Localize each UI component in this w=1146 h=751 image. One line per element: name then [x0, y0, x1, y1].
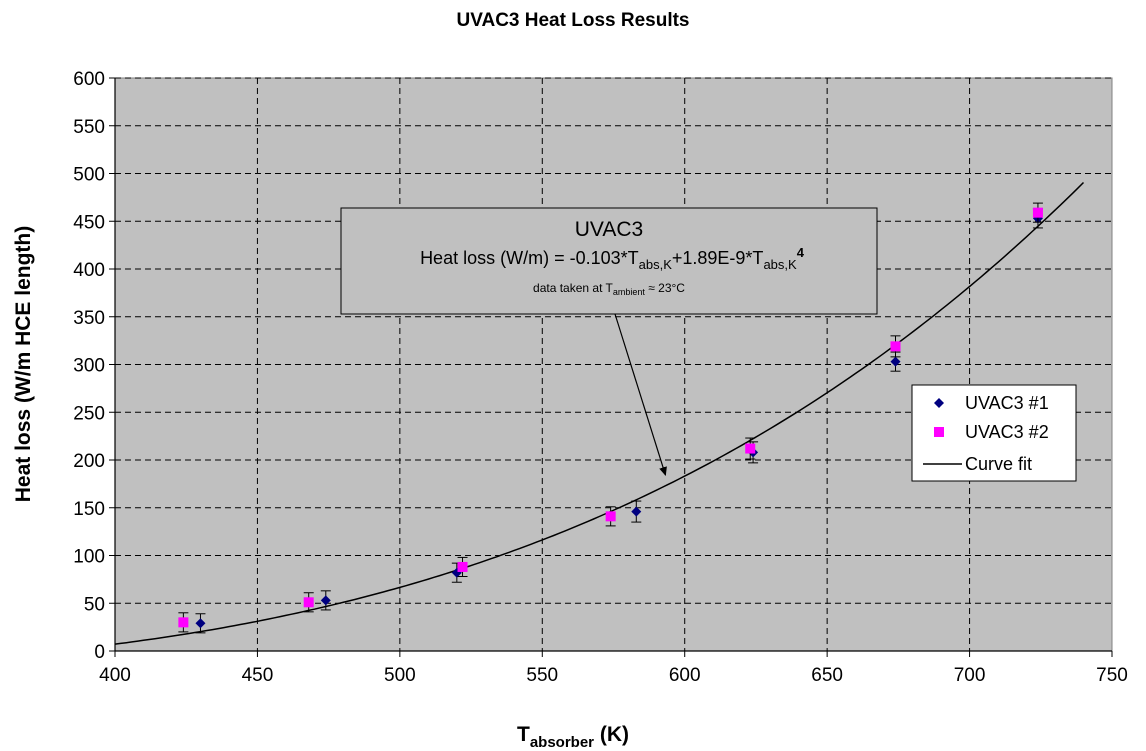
data-point-2 — [890, 335, 901, 358]
y-tick-label: 0 — [94, 642, 105, 663]
curve-fit-line — [114, 181, 1085, 645]
point-marker-square — [303, 597, 314, 608]
point-marker-square — [605, 511, 616, 522]
x-tick-label: 600 — [669, 665, 701, 686]
point-marker-diamond — [890, 356, 901, 367]
x-axis-label-main: T — [517, 723, 530, 746]
point-marker-square — [1032, 207, 1043, 218]
data-point-1 — [195, 613, 206, 634]
y-tick-label: 500 — [73, 165, 105, 186]
point-marker-square — [457, 561, 468, 572]
data-point-2 — [178, 612, 189, 633]
chart-title: UVAC3 Heat Loss Results — [457, 10, 690, 31]
y-tick-label: 400 — [73, 260, 105, 281]
annotation: UVAC3 Heat loss (W/m) = -0.103*Tabs,K+1.… — [340, 207, 878, 477]
axes — [109, 77, 1113, 657]
data-point-1 — [631, 500, 642, 523]
formula-mid: +1.89E-9*T — [672, 248, 764, 268]
y-tick-label: 450 — [73, 212, 105, 233]
x-tick-label: 650 — [811, 665, 843, 686]
legend-label-uvac3-1: UVAC3 #1 — [965, 393, 1049, 413]
point-marker-square — [178, 617, 189, 628]
note-suffix: ≈ 23°C — [645, 281, 685, 295]
x-tick-label: 500 — [384, 665, 416, 686]
data-points — [178, 202, 1043, 634]
annotation-title: UVAC3 — [575, 218, 643, 241]
data-point-1 — [320, 590, 331, 611]
legend-marker-uvac3-1 — [934, 398, 944, 408]
annotation-note: data taken at Tambient ≈ 23°C — [533, 281, 685, 297]
y-axis-label: Heat loss (W/m HCE length) — [12, 226, 35, 503]
y-tick-label: 150 — [73, 499, 105, 520]
y-tick-label: 550 — [73, 117, 105, 138]
formula-prefix: Heat loss (W/m) = -0.103*T — [420, 248, 639, 268]
y-tick-label: 50 — [84, 594, 105, 615]
point-marker-diamond — [320, 595, 331, 606]
y-tick-label: 300 — [73, 356, 105, 377]
legend-label-uvac3-2: UVAC3 #2 — [965, 422, 1049, 442]
x-tick-label: 450 — [242, 665, 274, 686]
y-tick-label: 350 — [73, 308, 105, 329]
formula-sub2: abs,K — [763, 257, 797, 272]
x-tick-label: 750 — [1096, 665, 1128, 686]
x-tick-label: 700 — [954, 665, 986, 686]
annotation-box — [340, 207, 878, 315]
annotation-formula: Heat loss (W/m) = -0.103*Tabs,K+1.89E-9*… — [420, 245, 805, 272]
data-point-2 — [605, 506, 616, 527]
y-tick-labels: 0 50 100 150 200 250 300 350 400 450 500 550 600 — [73, 69, 105, 663]
annotation-arrow — [614, 313, 667, 477]
data-point-2 — [1032, 202, 1043, 223]
x-tick-labels: 400 450 500 550 600 650 700 750 — [99, 665, 1128, 686]
data-point-2 — [457, 556, 468, 578]
legend-label-curve-fit: Curve fit — [965, 454, 1032, 474]
note-prefix: data taken at T — [533, 281, 614, 295]
y-tick-label: 250 — [73, 403, 105, 424]
y-tick-label: 200 — [73, 451, 105, 472]
x-tick-label: 550 — [526, 665, 558, 686]
point-marker-diamond — [195, 618, 206, 629]
x-axis-label: Tabsorber (K) — [517, 723, 629, 751]
x-axis-label-sub: absorber — [530, 734, 594, 751]
x-tick-label: 400 — [99, 665, 131, 686]
x-axis-label-unit: (K) — [594, 723, 629, 746]
y-tick-label: 600 — [73, 69, 105, 90]
legend: UVAC3 #1 UVAC3 #2 Curve fit — [911, 384, 1077, 482]
point-marker-square — [745, 443, 756, 454]
formula-sub1: abs,K — [639, 257, 673, 272]
data-point-2 — [745, 437, 756, 460]
plot-area — [114, 77, 1113, 652]
data-point-2 — [303, 592, 314, 613]
y-tick-label: 100 — [73, 547, 105, 568]
note-sub: ambient — [613, 287, 646, 297]
formula-sup: 4 — [797, 245, 805, 260]
point-marker-diamond — [631, 506, 642, 517]
legend-marker-uvac3-2 — [934, 427, 944, 437]
point-marker-square — [890, 341, 901, 352]
